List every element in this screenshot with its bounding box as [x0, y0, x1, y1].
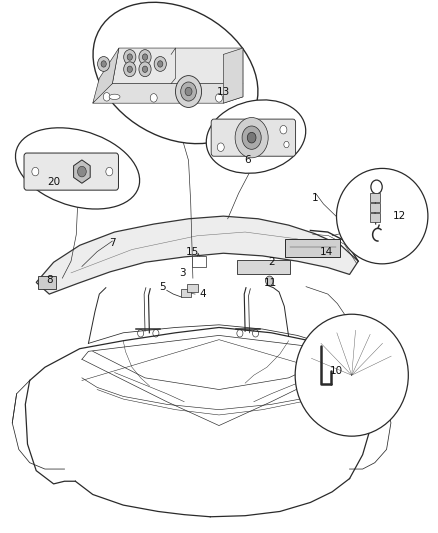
Ellipse shape	[109, 94, 120, 100]
Text: 2: 2	[268, 257, 275, 267]
Polygon shape	[74, 160, 90, 183]
Polygon shape	[36, 216, 358, 294]
Circle shape	[235, 117, 268, 158]
Circle shape	[215, 94, 223, 102]
Circle shape	[103, 93, 110, 101]
Text: 3: 3	[179, 268, 185, 278]
Circle shape	[158, 61, 163, 67]
Circle shape	[101, 61, 106, 67]
Circle shape	[181, 82, 196, 101]
Ellipse shape	[336, 168, 428, 264]
Circle shape	[242, 126, 261, 149]
Circle shape	[124, 50, 136, 64]
Text: 15: 15	[186, 247, 200, 257]
Text: 20: 20	[47, 176, 60, 187]
Text: 7: 7	[109, 238, 116, 248]
Polygon shape	[99, 48, 243, 84]
Circle shape	[150, 94, 157, 102]
FancyBboxPatch shape	[192, 256, 205, 267]
Circle shape	[247, 132, 256, 143]
Text: 5: 5	[159, 281, 166, 292]
Text: 11: 11	[264, 278, 277, 288]
Circle shape	[106, 167, 113, 176]
Ellipse shape	[206, 100, 306, 173]
Circle shape	[154, 56, 166, 71]
Circle shape	[32, 167, 39, 176]
FancyBboxPatch shape	[370, 193, 381, 203]
Circle shape	[284, 141, 289, 148]
Text: 12: 12	[393, 211, 406, 221]
FancyBboxPatch shape	[211, 119, 296, 156]
Circle shape	[142, 54, 148, 60]
Text: 13: 13	[217, 86, 230, 96]
FancyBboxPatch shape	[285, 239, 340, 257]
Ellipse shape	[93, 2, 258, 143]
FancyBboxPatch shape	[24, 153, 118, 190]
Ellipse shape	[15, 128, 140, 209]
Circle shape	[176, 76, 201, 108]
Circle shape	[142, 66, 148, 72]
FancyBboxPatch shape	[38, 276, 56, 289]
Polygon shape	[223, 48, 243, 103]
Text: 10: 10	[330, 367, 343, 376]
Circle shape	[139, 62, 151, 77]
Text: 4: 4	[199, 289, 206, 299]
Text: 1: 1	[311, 192, 318, 203]
FancyBboxPatch shape	[237, 260, 290, 274]
Circle shape	[185, 87, 192, 96]
FancyBboxPatch shape	[187, 284, 198, 293]
Text: 14: 14	[320, 247, 334, 257]
FancyBboxPatch shape	[181, 289, 191, 297]
FancyBboxPatch shape	[370, 203, 381, 213]
Circle shape	[217, 143, 224, 151]
Polygon shape	[93, 84, 243, 103]
Circle shape	[127, 66, 132, 72]
Polygon shape	[93, 48, 119, 103]
Circle shape	[127, 54, 132, 60]
Circle shape	[98, 56, 110, 71]
Circle shape	[265, 276, 273, 286]
Circle shape	[124, 62, 136, 77]
Circle shape	[78, 166, 86, 177]
Text: 6: 6	[244, 156, 251, 165]
Circle shape	[139, 50, 151, 64]
FancyBboxPatch shape	[370, 213, 381, 222]
Circle shape	[280, 125, 287, 134]
Text: 8: 8	[46, 274, 53, 285]
Ellipse shape	[295, 314, 408, 436]
